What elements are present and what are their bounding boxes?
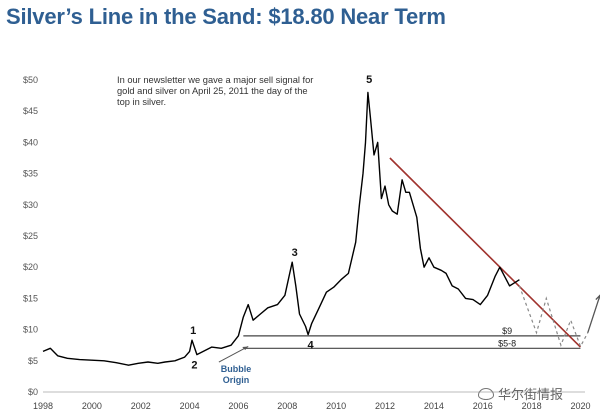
- resistance-trendline: [389, 157, 582, 348]
- x-tick-label: 2002: [131, 401, 151, 411]
- y-tick-label: $15: [23, 293, 38, 303]
- y-tick-label: $0: [28, 387, 38, 397]
- x-tick-label: 2010: [326, 401, 346, 411]
- bubble-origin-label: Origin: [223, 375, 250, 385]
- x-tick-label: 2000: [82, 401, 102, 411]
- x-tick-label: 2020: [570, 401, 590, 411]
- wave-label: 4: [307, 339, 314, 351]
- projection-arrow-line: [587, 295, 600, 333]
- wave-label: 3: [292, 247, 298, 259]
- wave-label: 2: [191, 359, 197, 371]
- wave-label: 1: [190, 325, 196, 337]
- wave-label: 5: [366, 74, 372, 86]
- y-tick-label: $40: [23, 137, 38, 147]
- wechat-icon: [478, 387, 494, 400]
- x-tick-label: 2018: [522, 401, 542, 411]
- support-label: $5-8: [498, 338, 516, 348]
- watermark-text: 华尔街情报: [498, 387, 564, 402]
- newsletter-annotation: In our newsletter we gave a major sell s…: [117, 75, 314, 107]
- x-tick-label: 2012: [375, 401, 395, 411]
- bubble-origin-arrow-icon: [242, 346, 249, 350]
- y-tick-label: $30: [23, 200, 38, 210]
- projection-path: [518, 285, 589, 348]
- x-tick-label: 2016: [473, 401, 493, 411]
- y-tick-label: $45: [23, 106, 38, 116]
- x-tick-label: 1998: [33, 401, 53, 411]
- bubble-origin-pointer: [218, 346, 249, 363]
- x-tick-label: 2014: [424, 401, 444, 411]
- chart-title: Silver’s Line in the Sand: $18.80 Near T…: [6, 4, 446, 29]
- x-tick-label: 2008: [277, 401, 297, 411]
- y-tick-label: $25: [23, 231, 38, 241]
- x-tick-label: 2004: [180, 401, 200, 411]
- silver-price-line: [42, 91, 520, 366]
- x-tick-label: 2006: [228, 401, 248, 411]
- y-tick-label: $5: [28, 356, 38, 366]
- watermark: 华尔街情报: [478, 384, 563, 403]
- support-label: $9: [502, 326, 512, 336]
- y-tick-label: $35: [23, 169, 38, 179]
- y-tick-label: $20: [23, 262, 38, 272]
- y-tick-label: $10: [23, 325, 38, 335]
- y-tick-label: $50: [23, 75, 38, 85]
- bubble-origin-label: Bubble: [221, 364, 252, 374]
- arrow-head-icon: [595, 294, 600, 301]
